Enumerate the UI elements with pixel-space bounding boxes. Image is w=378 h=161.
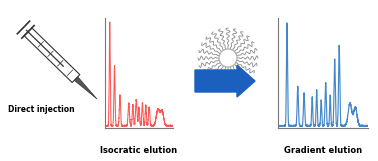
Text: MLC: MLC bbox=[134, 24, 170, 38]
Polygon shape bbox=[24, 28, 80, 82]
Circle shape bbox=[219, 49, 237, 67]
Text: Isocratic elution: Isocratic elution bbox=[101, 146, 178, 155]
Text: Direct injection: Direct injection bbox=[8, 104, 74, 114]
Text: Gradient elution: Gradient elution bbox=[284, 146, 362, 155]
Polygon shape bbox=[74, 77, 97, 99]
FancyArrow shape bbox=[195, 65, 255, 97]
